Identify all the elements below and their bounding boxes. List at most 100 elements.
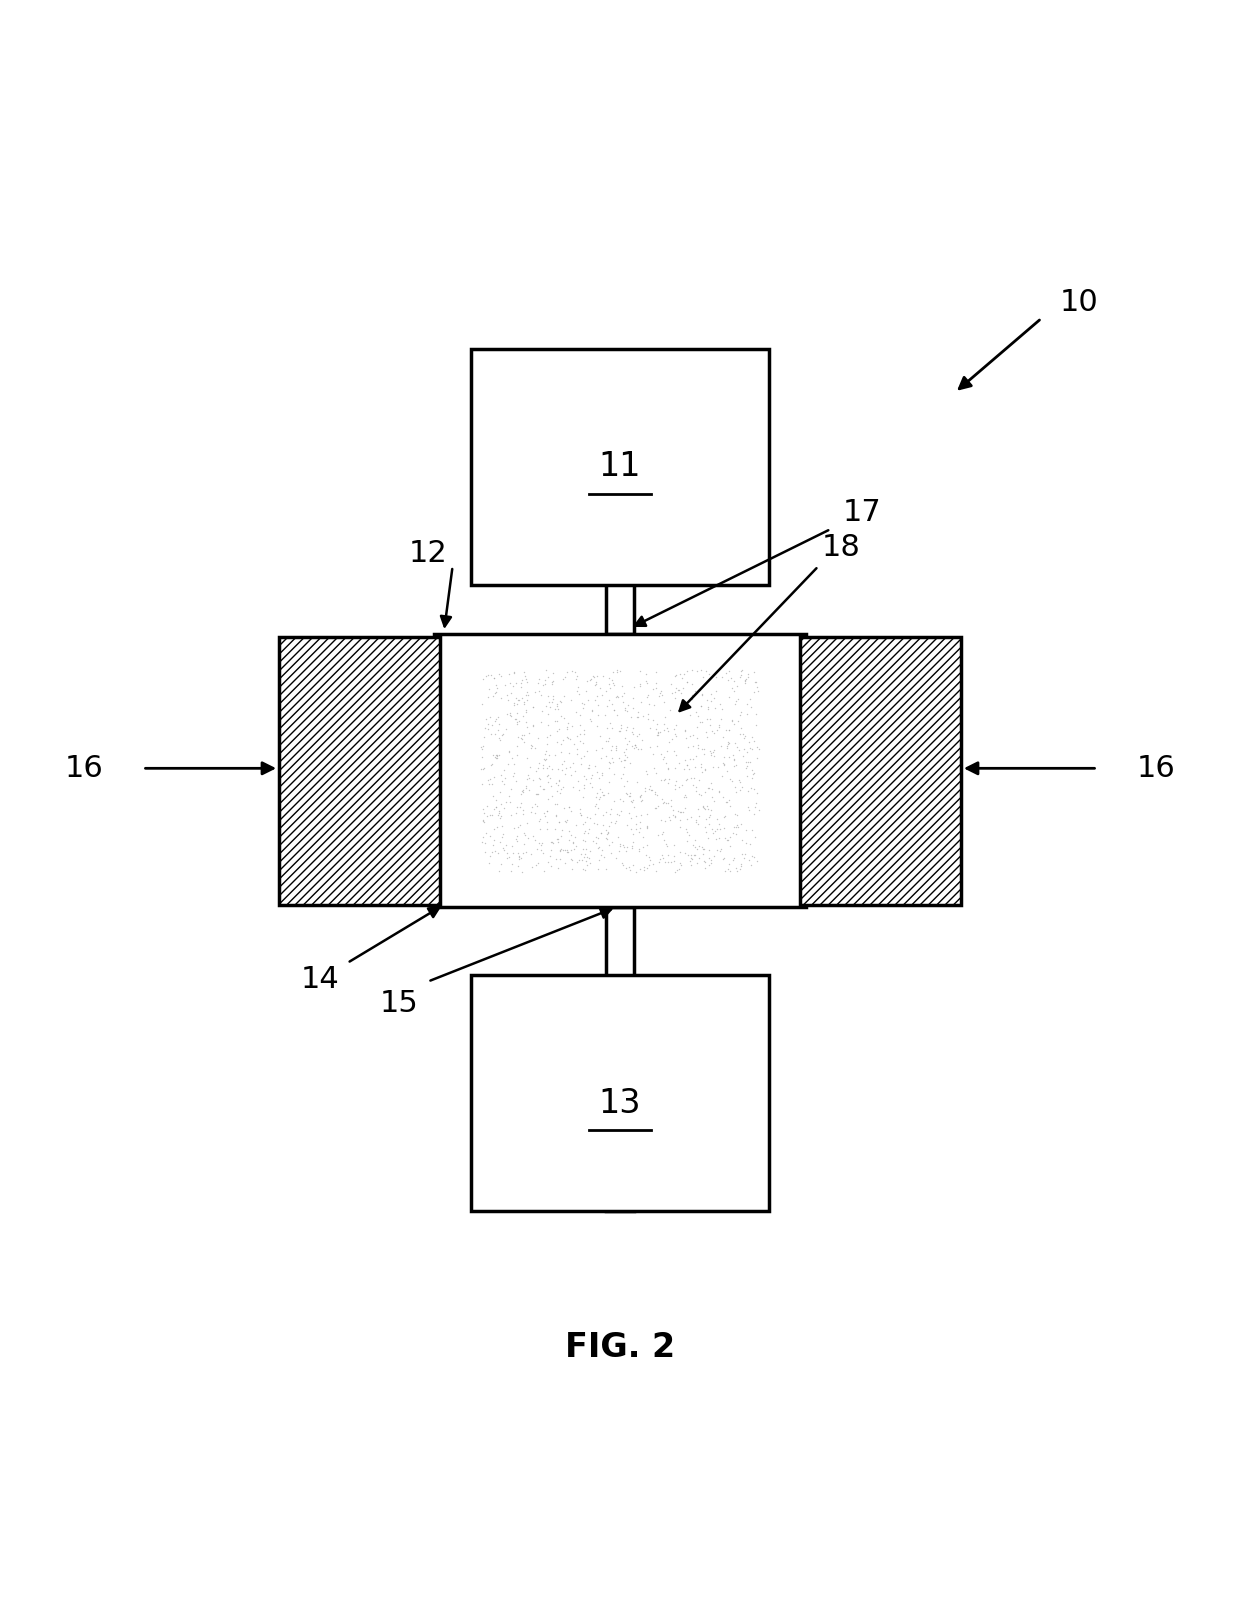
Point — [577, 852, 596, 877]
Point — [606, 802, 626, 827]
Point — [742, 766, 761, 792]
Point — [553, 818, 573, 844]
Point — [569, 769, 589, 795]
Point — [692, 755, 712, 781]
Point — [688, 811, 708, 837]
Point — [486, 745, 506, 771]
Point — [604, 761, 624, 787]
Point — [646, 659, 666, 685]
Point — [599, 666, 619, 692]
Point — [537, 693, 557, 719]
Point — [547, 708, 567, 734]
Point — [600, 802, 620, 827]
Point — [589, 764, 609, 790]
Point — [730, 777, 750, 803]
Point — [694, 742, 714, 768]
Point — [740, 831, 760, 856]
Point — [650, 684, 670, 709]
Point — [666, 713, 686, 739]
Point — [601, 745, 621, 771]
Point — [667, 858, 687, 884]
Point — [549, 808, 569, 834]
Point — [625, 732, 645, 758]
Point — [696, 806, 715, 832]
Point — [570, 729, 590, 755]
Point — [596, 729, 616, 755]
Point — [661, 806, 681, 832]
Point — [500, 701, 520, 727]
Point — [604, 672, 624, 698]
Point — [632, 727, 652, 753]
Point — [549, 768, 569, 793]
Point — [629, 735, 649, 761]
Point — [681, 764, 701, 790]
Point — [558, 716, 578, 742]
Point — [699, 811, 719, 837]
Point — [711, 734, 730, 760]
Point — [725, 690, 745, 716]
Point — [554, 837, 574, 863]
Point — [593, 761, 613, 787]
Point — [740, 748, 760, 774]
Point — [616, 735, 636, 761]
Bar — [606, 907, 634, 1210]
Point — [655, 743, 675, 769]
Point — [536, 747, 556, 772]
Point — [609, 802, 629, 827]
Point — [614, 832, 634, 858]
Point — [479, 684, 498, 709]
Point — [725, 753, 745, 779]
Point — [587, 829, 606, 855]
Point — [704, 737, 724, 763]
Point — [627, 722, 647, 748]
Point — [600, 711, 620, 737]
Point — [621, 789, 641, 814]
Point — [727, 802, 746, 827]
Point — [501, 671, 521, 696]
Point — [627, 700, 647, 726]
Point — [492, 824, 512, 850]
Point — [537, 724, 557, 750]
Point — [686, 698, 706, 724]
Point — [591, 745, 611, 771]
Point — [508, 853, 528, 879]
Point — [599, 687, 619, 713]
Point — [553, 774, 573, 800]
Point — [518, 763, 538, 789]
Point — [681, 842, 701, 868]
Point — [522, 734, 542, 760]
Point — [694, 735, 714, 761]
Text: 18: 18 — [821, 533, 861, 562]
Point — [665, 716, 684, 742]
Point — [653, 711, 673, 737]
Point — [653, 747, 673, 772]
Point — [720, 832, 740, 858]
Point — [734, 735, 754, 761]
Point — [662, 797, 682, 823]
Point — [495, 795, 515, 821]
Point — [637, 669, 657, 695]
Point — [491, 761, 511, 787]
Point — [738, 748, 758, 774]
Point — [671, 798, 691, 824]
Point — [724, 813, 744, 839]
Point — [732, 842, 751, 868]
Point — [538, 787, 558, 813]
Point — [610, 714, 630, 740]
Text: 16: 16 — [1136, 753, 1176, 782]
Point — [730, 856, 750, 882]
Point — [652, 842, 672, 868]
Point — [698, 776, 718, 802]
Point — [538, 664, 558, 690]
Point — [481, 663, 501, 688]
Point — [558, 709, 578, 735]
Point — [723, 742, 743, 768]
Point — [582, 774, 601, 800]
Point — [517, 810, 537, 835]
Point — [557, 806, 577, 832]
Point — [644, 675, 663, 701]
Point — [616, 781, 636, 806]
Point — [516, 774, 536, 800]
Point — [707, 837, 727, 863]
Point — [515, 823, 534, 848]
